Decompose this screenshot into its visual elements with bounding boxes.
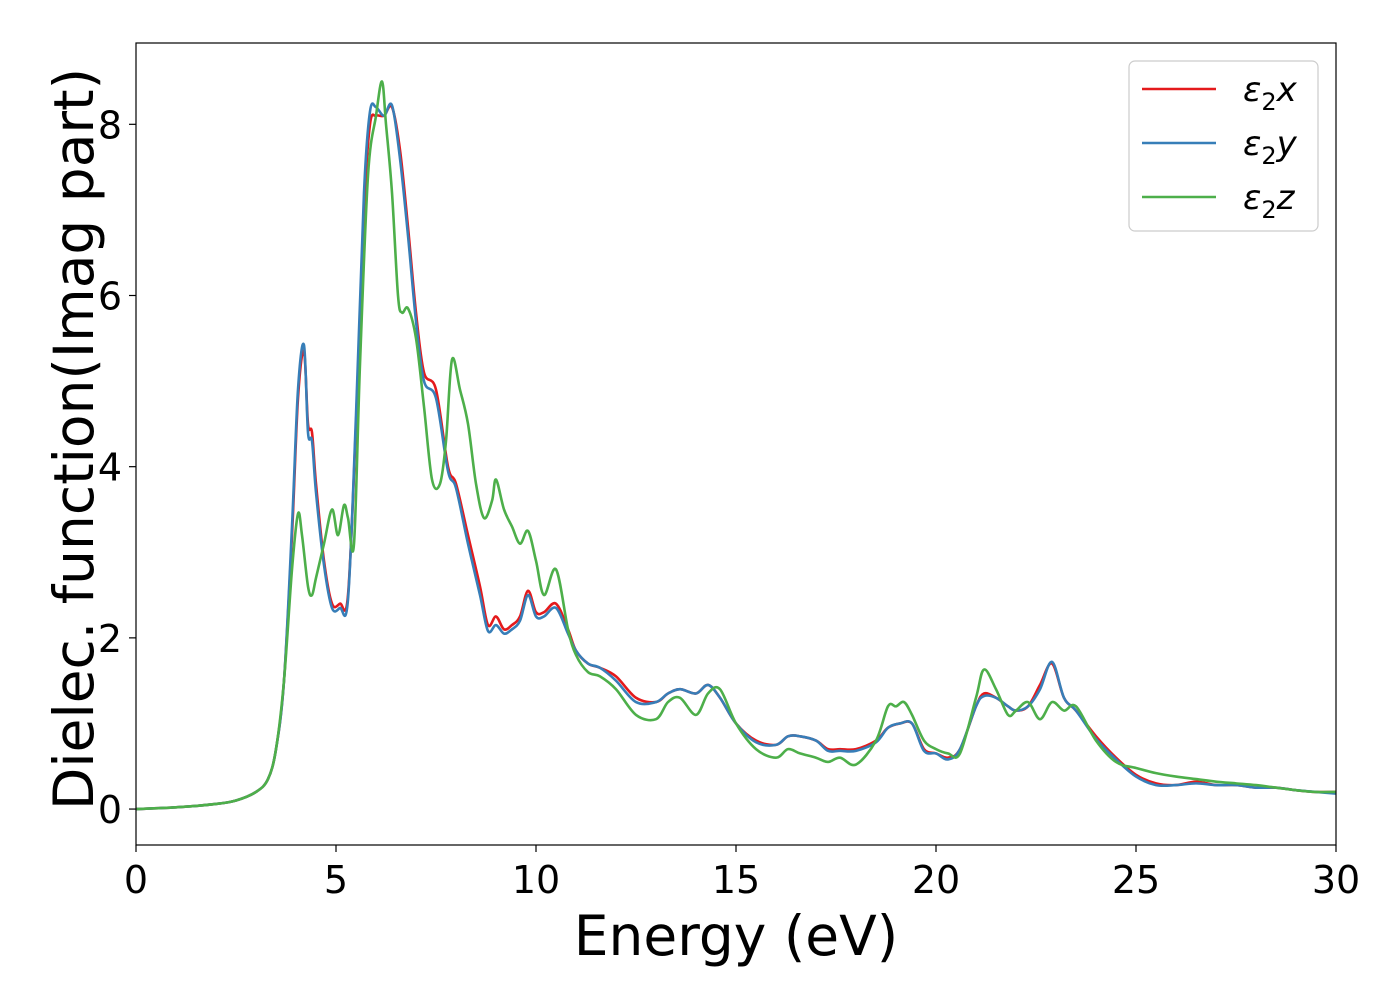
legend-label-y: ε2y	[1243, 124, 1298, 170]
y-tick-label: 6	[98, 274, 122, 318]
y-tick-label: 4	[98, 446, 122, 490]
x-tick-label: 0	[124, 858, 148, 902]
y-axis-title: Dielec. function(Imag part)	[42, 68, 106, 810]
x-tick-label: 15	[712, 858, 760, 902]
series-layer	[136, 80, 1336, 811]
legend-box	[1128, 60, 1319, 232]
series-line-y	[136, 102, 1336, 811]
legend-label-x: ε2x	[1243, 70, 1298, 116]
x-tick-label: 5	[324, 858, 348, 902]
x-tick-label: 30	[1312, 858, 1360, 902]
x-tick-label: 25	[1112, 858, 1160, 902]
series-line-z	[136, 80, 1336, 811]
legend: ε2x ε2y ε2z	[1128, 60, 1319, 232]
ticks-layer: 0 5 10 15 20 25 30 0 2 4 6 8	[98, 103, 1360, 902]
y-tick-label: 8	[98, 103, 122, 147]
x-tick-label: 20	[912, 858, 960, 902]
y-tick-label: 2	[98, 617, 122, 661]
x-tick-label: 10	[512, 858, 560, 902]
x-axis-title: Energy (eV)	[574, 904, 898, 968]
y-tick-label: 0	[98, 788, 122, 832]
legend-label-z: ε2z	[1243, 178, 1296, 224]
